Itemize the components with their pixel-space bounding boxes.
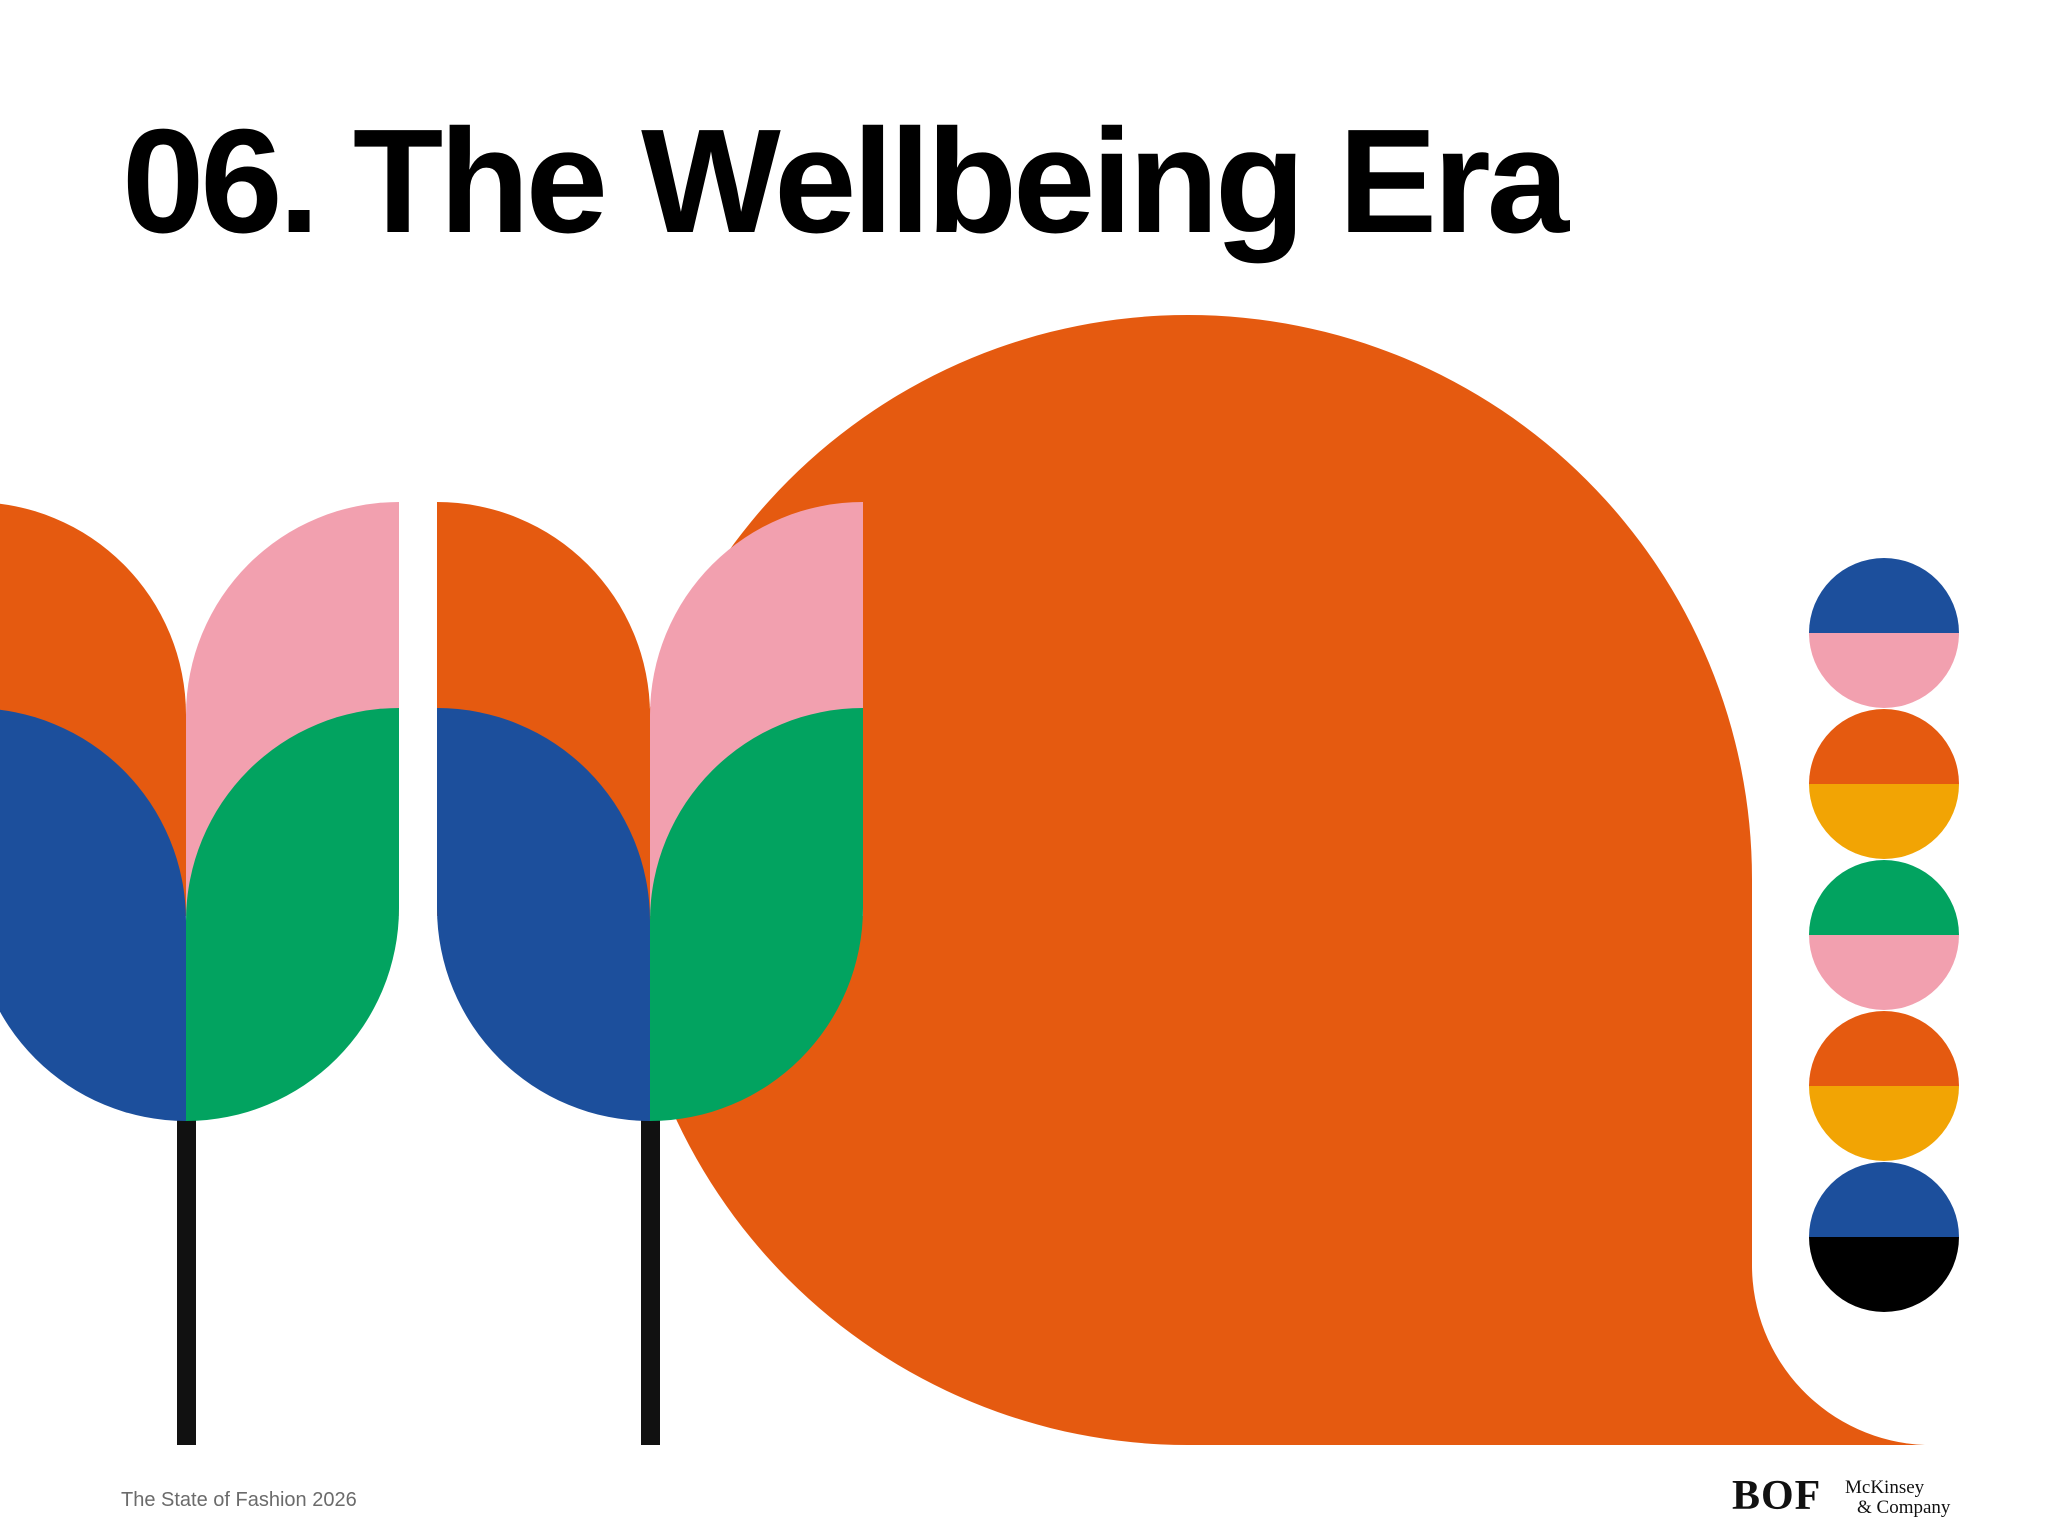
circle-1-top [1809,558,1959,633]
flower-stem-left [177,1115,196,1445]
circle-stack [1809,558,1959,1312]
flower-left-green-petal [186,708,399,1121]
circle-1-bottom [1809,633,1959,708]
circle-2-bottom [1809,784,1959,859]
mckinsey-logo-line1: McKinsey [1845,1477,1925,1498]
bof-logo: BOF [1732,1473,1822,1519]
circle-4-top [1809,1011,1959,1086]
circle-5-bottom [1809,1237,1959,1312]
flower-stem-right [641,1115,660,1445]
mckinsey-logo-line2: & Company [1857,1497,1951,1518]
flower-right [437,502,863,1121]
flower-right-blue-petal [437,708,650,1121]
page-title: 06. The Wellbeing Era [122,99,1569,264]
circle-3-top [1809,860,1959,935]
flower-left-blue-petal [0,709,186,1121]
mckinsey-logo: McKinsey & Company [1845,1478,1950,1518]
circle-5-top [1809,1162,1959,1237]
footer-publication-title: The State of Fashion 2026 [121,1489,357,1511]
flower-left [0,502,399,1121]
orange-speech-bubble-shape [623,315,1925,1445]
circle-4-bottom [1809,1086,1959,1161]
circle-2-top [1809,709,1959,784]
flower-right-green-petal [650,708,863,1121]
circle-3-bottom [1809,935,1959,1010]
